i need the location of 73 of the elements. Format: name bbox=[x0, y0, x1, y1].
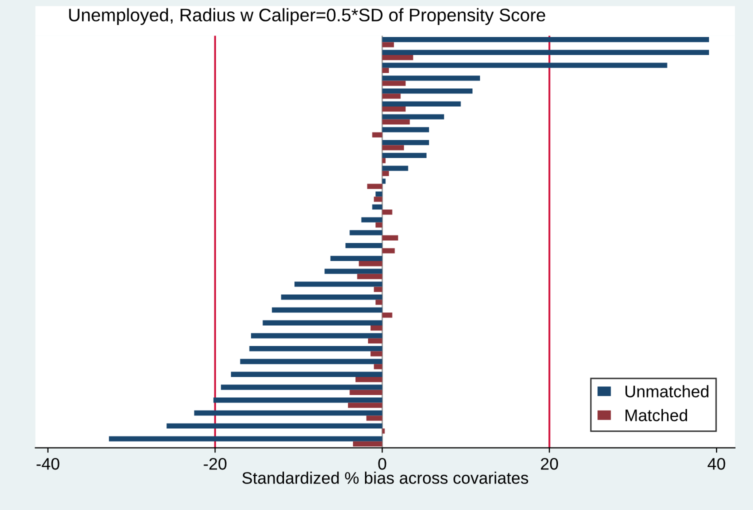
bar bbox=[370, 325, 382, 331]
x-tick-label: -40 bbox=[36, 458, 60, 470]
bar bbox=[382, 62, 668, 68]
bar bbox=[382, 55, 414, 60]
bar bbox=[382, 170, 389, 176]
bar bbox=[324, 268, 382, 274]
bar bbox=[372, 204, 382, 210]
bar bbox=[357, 274, 382, 280]
bar bbox=[367, 184, 382, 189]
bar bbox=[370, 351, 382, 356]
bar bbox=[166, 423, 382, 428]
bar bbox=[382, 42, 394, 48]
x-tick-label: 0 bbox=[378, 458, 386, 470]
x-tick-label: 40 bbox=[708, 458, 726, 470]
bar bbox=[294, 282, 382, 287]
bar bbox=[382, 80, 406, 86]
bar bbox=[352, 441, 382, 446]
bar bbox=[272, 307, 382, 313]
bar bbox=[376, 222, 382, 228]
bar bbox=[366, 416, 382, 421]
bar bbox=[374, 196, 382, 202]
bar bbox=[382, 312, 392, 318]
bar bbox=[382, 50, 710, 56]
bar bbox=[382, 248, 395, 254]
bar bbox=[249, 346, 382, 352]
chart-title: Unemployed, Radius w Caliper=0.5*SD of Propensity Score bbox=[69, 8, 546, 25]
bar bbox=[368, 338, 382, 344]
bar bbox=[382, 106, 406, 112]
bar bbox=[382, 114, 444, 120]
bar bbox=[194, 410, 382, 416]
bar bbox=[382, 178, 386, 184]
bar bbox=[345, 243, 382, 248]
bar bbox=[382, 88, 472, 94]
bar bbox=[355, 376, 382, 382]
bar bbox=[251, 333, 382, 338]
bar bbox=[240, 358, 382, 364]
bar bbox=[382, 127, 430, 132]
bar bbox=[350, 230, 382, 236]
bar bbox=[382, 94, 401, 99]
bar bbox=[382, 140, 430, 146]
bar bbox=[382, 76, 480, 81]
legend-label: Matched bbox=[626, 409, 688, 422]
bar bbox=[262, 320, 382, 326]
bar bbox=[358, 261, 382, 266]
bar bbox=[374, 364, 382, 370]
bar bbox=[382, 166, 408, 171]
bar bbox=[382, 158, 386, 164]
bar bbox=[330, 256, 382, 262]
x-axis-title: Standardized % bias across covariates bbox=[242, 472, 528, 484]
bar bbox=[376, 300, 382, 305]
x-tick-label: 20 bbox=[540, 458, 558, 470]
bar bbox=[374, 286, 382, 292]
bar bbox=[350, 390, 382, 395]
bar bbox=[382, 36, 710, 42]
bar bbox=[382, 210, 392, 215]
bar bbox=[382, 101, 461, 107]
bar bbox=[281, 294, 382, 300]
bar bbox=[376, 192, 382, 197]
legend-label: Unmatched bbox=[625, 385, 708, 398]
bar bbox=[220, 384, 382, 390]
bar bbox=[382, 152, 427, 158]
bar bbox=[382, 235, 398, 240]
bar bbox=[382, 119, 410, 125]
bar bbox=[230, 372, 382, 377]
bar bbox=[382, 68, 389, 74]
bar bbox=[372, 132, 382, 138]
bar bbox=[361, 217, 382, 222]
bar bbox=[382, 145, 404, 150]
bar bbox=[213, 398, 382, 403]
x-tick-label: -20 bbox=[204, 458, 226, 470]
bar bbox=[348, 402, 382, 408]
bar bbox=[108, 436, 382, 442]
bar bbox=[382, 428, 385, 434]
